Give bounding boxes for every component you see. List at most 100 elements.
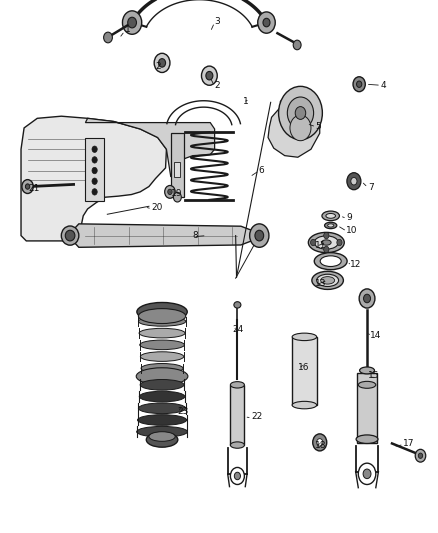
Text: 11: 11 xyxy=(315,241,327,249)
Ellipse shape xyxy=(356,435,378,443)
Text: 13: 13 xyxy=(315,279,327,288)
Text: 9: 9 xyxy=(346,213,352,222)
Circle shape xyxy=(418,453,423,458)
Ellipse shape xyxy=(138,415,187,425)
Circle shape xyxy=(250,224,269,247)
Ellipse shape xyxy=(140,352,184,361)
Ellipse shape xyxy=(141,364,183,373)
Bar xyxy=(85,138,104,201)
Circle shape xyxy=(92,146,97,152)
Ellipse shape xyxy=(230,442,244,448)
Circle shape xyxy=(206,71,213,80)
Circle shape xyxy=(324,246,329,253)
Ellipse shape xyxy=(321,240,331,245)
Ellipse shape xyxy=(312,271,343,289)
Circle shape xyxy=(128,17,137,28)
Text: 18: 18 xyxy=(314,441,326,449)
Text: 1: 1 xyxy=(243,97,249,106)
Circle shape xyxy=(92,178,97,184)
Circle shape xyxy=(313,434,327,451)
Ellipse shape xyxy=(61,226,79,245)
Circle shape xyxy=(357,81,362,87)
Circle shape xyxy=(201,66,217,85)
Text: 22: 22 xyxy=(251,413,262,421)
Ellipse shape xyxy=(65,230,75,241)
Ellipse shape xyxy=(320,256,341,266)
Text: 5: 5 xyxy=(315,123,321,131)
Ellipse shape xyxy=(137,426,187,437)
Circle shape xyxy=(159,59,166,67)
Bar xyxy=(174,162,180,177)
Circle shape xyxy=(154,53,170,72)
Text: 24: 24 xyxy=(232,325,244,334)
Circle shape xyxy=(337,239,342,246)
Circle shape xyxy=(324,232,329,239)
Text: 10: 10 xyxy=(346,226,357,235)
Text: 12: 12 xyxy=(350,261,362,269)
Circle shape xyxy=(363,469,371,479)
Text: 8: 8 xyxy=(193,231,198,240)
Ellipse shape xyxy=(314,253,347,270)
Bar xyxy=(292,337,317,405)
Circle shape xyxy=(255,230,264,241)
Text: 15: 15 xyxy=(368,371,379,379)
Ellipse shape xyxy=(138,309,186,324)
Circle shape xyxy=(317,439,323,446)
Text: 23: 23 xyxy=(177,407,189,416)
Circle shape xyxy=(359,289,375,308)
Polygon shape xyxy=(268,96,320,157)
Polygon shape xyxy=(68,224,259,247)
Circle shape xyxy=(347,173,361,190)
Circle shape xyxy=(22,180,33,193)
Circle shape xyxy=(287,97,314,129)
Text: 14: 14 xyxy=(370,332,381,340)
Polygon shape xyxy=(21,116,166,241)
Circle shape xyxy=(92,189,97,195)
Circle shape xyxy=(290,115,311,141)
Text: 19: 19 xyxy=(171,189,182,198)
Text: 3: 3 xyxy=(215,17,220,26)
Bar xyxy=(357,373,377,443)
Text: 17: 17 xyxy=(403,439,414,448)
Ellipse shape xyxy=(325,222,337,229)
Circle shape xyxy=(234,472,240,480)
Circle shape xyxy=(258,12,275,33)
Ellipse shape xyxy=(358,382,376,388)
Ellipse shape xyxy=(230,382,244,388)
Circle shape xyxy=(279,86,322,140)
Ellipse shape xyxy=(314,236,338,249)
Ellipse shape xyxy=(149,432,175,441)
Bar xyxy=(230,385,244,445)
Ellipse shape xyxy=(139,328,185,338)
Circle shape xyxy=(230,467,244,484)
Circle shape xyxy=(311,239,316,246)
Text: 16: 16 xyxy=(298,364,309,372)
Ellipse shape xyxy=(138,403,186,414)
Circle shape xyxy=(263,18,270,27)
Ellipse shape xyxy=(321,277,335,284)
Ellipse shape xyxy=(140,379,184,390)
Text: 1: 1 xyxy=(125,25,131,34)
Ellipse shape xyxy=(146,432,178,447)
Text: 2: 2 xyxy=(215,81,220,90)
Circle shape xyxy=(123,11,142,34)
Circle shape xyxy=(173,192,181,202)
Circle shape xyxy=(353,77,365,92)
Ellipse shape xyxy=(292,401,317,409)
Ellipse shape xyxy=(136,368,188,385)
Circle shape xyxy=(25,184,30,189)
Circle shape xyxy=(168,189,172,195)
Circle shape xyxy=(364,294,371,303)
Ellipse shape xyxy=(328,224,334,227)
Polygon shape xyxy=(85,118,215,177)
Ellipse shape xyxy=(317,274,339,287)
Text: 7: 7 xyxy=(368,183,374,192)
Text: 21: 21 xyxy=(28,184,40,192)
Circle shape xyxy=(351,177,357,185)
Ellipse shape xyxy=(360,367,374,374)
Circle shape xyxy=(104,32,113,43)
Circle shape xyxy=(92,167,97,174)
Text: 2: 2 xyxy=(155,62,161,71)
Ellipse shape xyxy=(308,232,344,253)
Ellipse shape xyxy=(138,317,186,326)
